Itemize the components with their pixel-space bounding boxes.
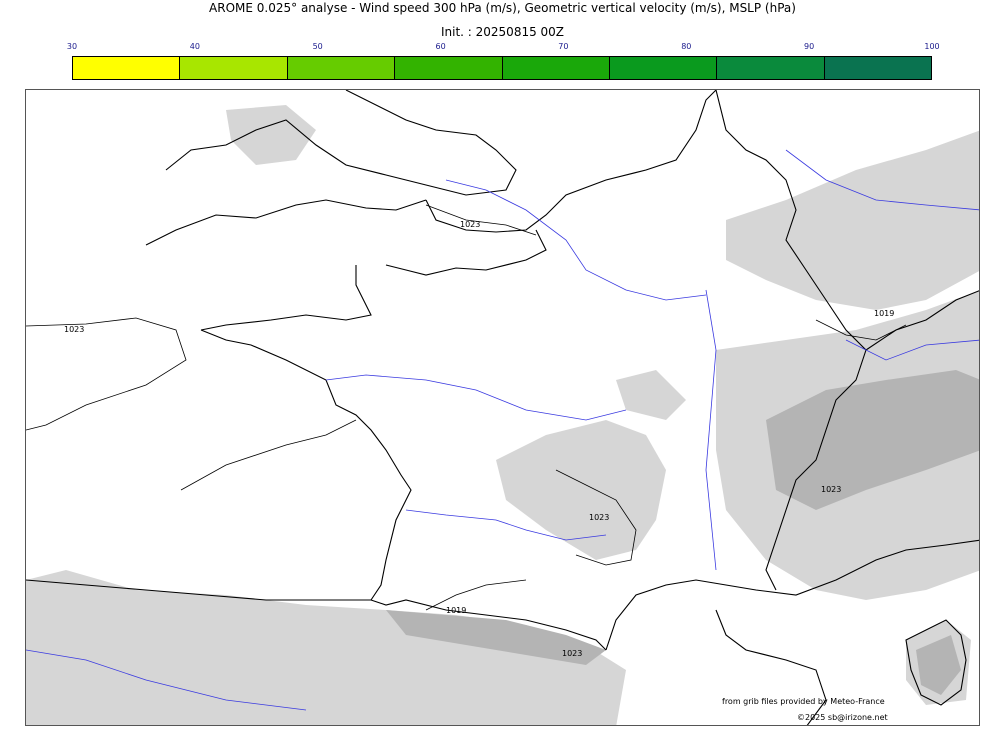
map-canvas: 1023 1023 1023 1019 1019 1023 1023 (26, 90, 979, 725)
shading-dark-layer (386, 370, 979, 695)
coastline (715, 609, 827, 725)
coastline (200, 329, 412, 601)
isobar (555, 469, 637, 566)
isobar-label: 1023 (562, 649, 582, 658)
isobar (425, 204, 537, 236)
colorbar-segment (717, 57, 825, 79)
colorbar-tick: 70 (558, 42, 569, 51)
colorbar-tick: 80 (681, 42, 692, 51)
river (26, 649, 307, 711)
coastline (165, 90, 517, 196)
border (26, 579, 371, 601)
coastline (605, 539, 979, 651)
river (405, 509, 607, 541)
coastline (385, 229, 547, 276)
coastline (370, 599, 607, 651)
coastline (425, 90, 717, 233)
colorbar-segment (73, 57, 181, 79)
border (765, 349, 867, 591)
shading-area (226, 105, 316, 165)
isobar-label: 1023 (821, 485, 841, 494)
isobar (425, 579, 527, 611)
colorbar-ticks: 30 40 50 60 70 80 90 100 (67, 42, 940, 54)
colorbar-segment (287, 57, 396, 79)
colorbar-segment (609, 57, 718, 79)
river-layer (26, 149, 979, 711)
coastline (200, 265, 372, 331)
shading-area-dark (766, 370, 979, 510)
river (445, 179, 707, 301)
isobar (26, 317, 187, 431)
shading-area (496, 420, 666, 560)
shading-area (616, 370, 686, 420)
river (845, 339, 979, 361)
colorbar-tick: 30 (66, 42, 78, 51)
colorbar-segment (824, 57, 931, 79)
river (705, 289, 717, 571)
shading-area (26, 570, 626, 725)
shading-area-dark (386, 610, 606, 665)
colorbar-tick: 50 (312, 42, 323, 51)
colorbar-tick: 100 (924, 42, 940, 51)
shading-area-dark (916, 635, 961, 695)
colorbar-segment (502, 57, 610, 79)
weather-map[interactable]: 1023 1023 1023 1019 1019 1023 1023 (25, 89, 980, 726)
river (785, 149, 979, 211)
chart-title: AROME 0.025° analyse - Wind speed 300 hP… (209, 1, 796, 15)
colorbar-tick: 90 (804, 42, 815, 51)
wind-speed-colorbar (72, 56, 932, 80)
colorbar-segment (395, 57, 503, 79)
river (325, 374, 627, 421)
isobar (815, 319, 907, 341)
isobar-layer (26, 204, 907, 611)
isobar-label: 1019 (874, 309, 894, 318)
isobar-label: 1019 (446, 606, 466, 615)
coastline (145, 199, 427, 246)
data-source-credit: from grib files provided by Meteo-France (722, 697, 885, 706)
copyright-notice: ©2025 sb@irizone.net (797, 713, 888, 722)
init-time: Init. : 20250815 00Z (440, 25, 565, 39)
isobar-label-layer: 1023 1023 1023 1019 1019 1023 1023 (64, 220, 894, 658)
coastline (905, 619, 967, 706)
isobar-label: 1023 (64, 325, 84, 334)
isobar (180, 419, 357, 491)
isobar-label: 1023 (460, 220, 480, 229)
isobar-label: 1023 (589, 513, 609, 522)
border (715, 90, 979, 351)
shading-area (726, 130, 979, 310)
colorbar-tick: 40 (189, 42, 200, 51)
colorbar-segment (180, 57, 288, 79)
colorbar-tick: 60 (435, 42, 446, 51)
coastline-layer (26, 90, 979, 725)
